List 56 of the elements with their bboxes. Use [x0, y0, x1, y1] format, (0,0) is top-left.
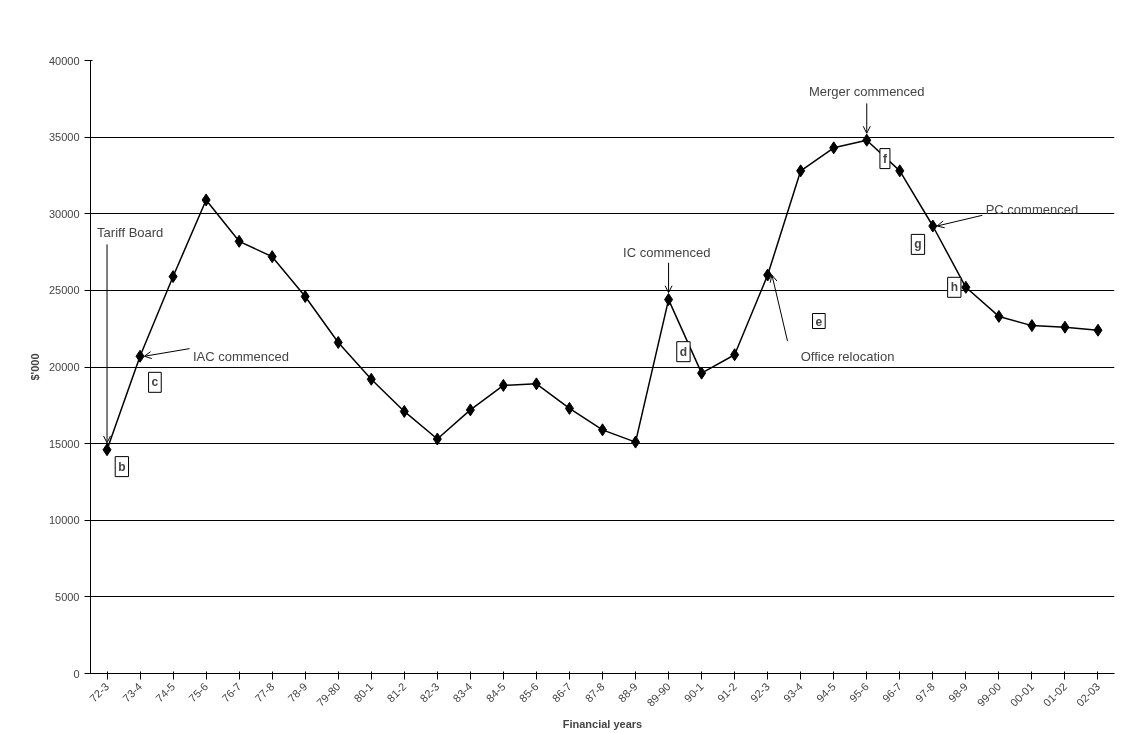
point	[631, 435, 641, 449]
point	[564, 401, 574, 415]
y-tick-label: 15000	[48, 437, 80, 450]
annotation: IC commenced	[623, 244, 711, 260]
point	[928, 219, 938, 233]
y-tick-label: 40000	[48, 54, 80, 67]
point	[895, 164, 905, 178]
point	[102, 443, 112, 457]
point	[333, 335, 343, 349]
annotation: e	[815, 314, 823, 329]
point	[168, 270, 178, 284]
annotation: b	[118, 459, 126, 474]
point	[1027, 319, 1037, 333]
y-tick-label: 10000	[48, 514, 80, 527]
point	[994, 309, 1004, 323]
annotation: c	[151, 375, 159, 390]
y-axis-title: $'000	[28, 353, 41, 381]
y-tick-label: 0	[73, 667, 80, 680]
y-tick-label: 30000	[48, 207, 80, 220]
x-axis-title: Financial years	[562, 718, 643, 731]
point	[763, 268, 773, 282]
point	[399, 404, 409, 418]
annotation: f	[882, 151, 888, 166]
point	[234, 234, 244, 248]
annotation: Tariff Board	[97, 224, 164, 240]
point	[465, 403, 475, 417]
x-tick-label: 80-1	[351, 680, 376, 705]
point	[1093, 323, 1103, 337]
point	[531, 377, 541, 391]
point	[135, 349, 145, 363]
point	[664, 293, 674, 307]
annotation: PC commenced	[985, 201, 1079, 217]
y-tick-label: 20000	[48, 361, 80, 373]
point	[796, 164, 806, 178]
point	[432, 432, 442, 446]
y-tick-label: 35000	[48, 131, 80, 144]
annotation: Office relocation	[800, 348, 895, 364]
point	[300, 290, 310, 304]
annotation: Merger commenced	[808, 83, 925, 99]
point	[862, 133, 872, 147]
point	[697, 366, 707, 380]
annotation: IAC commenced	[192, 348, 289, 364]
annotation: h	[950, 280, 958, 295]
point	[267, 250, 277, 264]
point	[961, 280, 971, 294]
point	[730, 348, 740, 362]
annotation: d	[679, 344, 688, 359]
y-tick-label: 25000	[48, 284, 80, 297]
point	[366, 372, 376, 386]
point	[201, 193, 211, 207]
point	[1060, 320, 1070, 334]
point	[829, 141, 839, 155]
y-tick-label: 5000	[55, 590, 80, 603]
point	[498, 378, 508, 392]
x-tick-label: 90-1	[681, 680, 706, 705]
annotation: g	[914, 237, 922, 252]
